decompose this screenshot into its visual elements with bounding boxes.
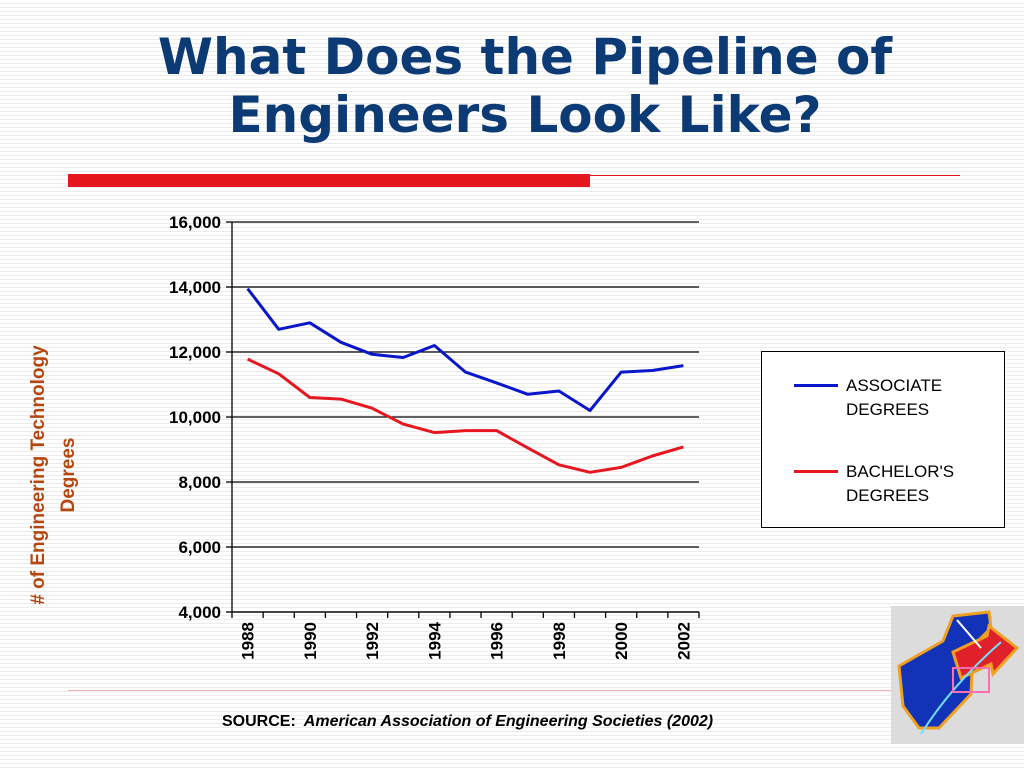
tick-label-layer: 4,000 6,000 8,000 10,000 12,000 14,000 16,000 1…	[169, 213, 693, 660]
legend-item-bachelors: BACHELOR'S DEGREES	[794, 460, 996, 508]
series-line-associate	[246, 287, 684, 412]
x-tick-label: 1992	[363, 622, 382, 660]
y-tick-label: 6,000	[178, 538, 221, 557]
x-tick-label: 1998	[550, 622, 569, 660]
legend-swatch-bachelors	[794, 470, 838, 473]
legend-label-associate: ASSOCIATE DEGREES	[846, 376, 943, 419]
y-axis-title-line-2: Degrees	[58, 438, 79, 513]
y-axis-title: # of Engineering Technology Degrees	[28, 345, 79, 605]
y-tick-label: 12,000	[169, 343, 221, 362]
page-title-line-2: Engineers Look Like?	[228, 86, 822, 144]
x-tick-label: 1994	[425, 621, 444, 659]
y-axis-title-line-1: # of Engineering Technology	[28, 345, 49, 605]
grid-layer	[232, 221, 699, 613]
legend-label-bachelors: BACHELOR'S DEGREES	[846, 462, 955, 505]
x-tick-label: 1996	[488, 622, 507, 660]
legend-item-associate: ASSOCIATE DEGREES	[794, 374, 996, 422]
y-tick-label: 16,000	[169, 213, 221, 232]
engineering-arrow-logo	[891, 606, 1024, 744]
footer-rule	[68, 690, 898, 691]
page-title-line-1: What Does the Pipeline of	[157, 28, 893, 86]
accent-rule-thin	[590, 175, 960, 176]
y-tick-label: 14,000	[169, 278, 221, 297]
series-line-bachelors	[246, 357, 684, 474]
x-tick-label: 2002	[674, 622, 693, 660]
x-tick-label: 2000	[612, 622, 631, 660]
y-tick-label: 10,000	[169, 408, 221, 427]
page-title: What Does the Pipeline of Engineers Look…	[60, 28, 990, 144]
series-layer	[246, 287, 684, 474]
accent-rule-thick	[68, 174, 590, 187]
source-label: SOURCE:	[222, 713, 296, 730]
legend-swatch-associate	[794, 384, 838, 387]
y-tick-label: 4,000	[178, 603, 221, 622]
x-tick-label: 1988	[239, 622, 258, 660]
x-tick-label: 1990	[301, 622, 320, 660]
y-tick-label: 8,000	[178, 473, 221, 492]
source-note: SOURCE: American Association of Engineeri…	[222, 713, 713, 731]
chart-legend: ASSOCIATE DEGREES BACHELOR'S DEGREES	[761, 351, 1005, 528]
axis-layer	[226, 221, 700, 618]
source-text: American Association of Engineering Soci…	[303, 713, 714, 730]
